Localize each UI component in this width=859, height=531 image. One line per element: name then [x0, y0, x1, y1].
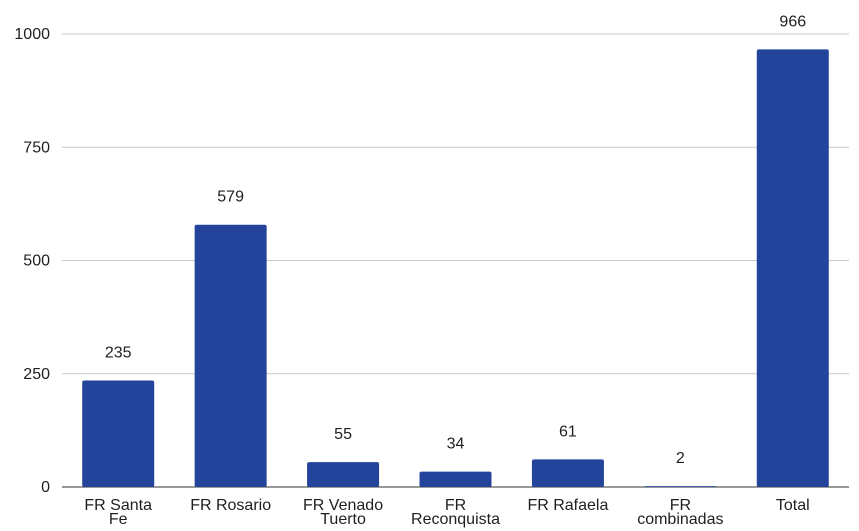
bars: [82, 49, 829, 487]
x-category-label-line: FR: [445, 497, 466, 514]
x-category-label-line: FR Venado: [303, 497, 383, 514]
y-tick-label: 250: [23, 366, 50, 383]
x-category-label-line: combinadas: [637, 511, 723, 528]
x-category-label: FR Rafaela: [527, 497, 608, 514]
data-label: 235: [105, 345, 132, 362]
data-label: 55: [334, 426, 352, 443]
bar[interactable]: [419, 471, 492, 487]
bar[interactable]: [82, 380, 155, 487]
data-label: 579: [217, 189, 244, 206]
data-labels: 235 579 55 34 61 2 966: [105, 13, 806, 467]
x-category-label-line: Total: [776, 497, 810, 514]
x-category-label-line: Tuerto: [320, 511, 366, 528]
x-category-label: FR Santa Fe: [84, 497, 152, 528]
data-label: 2: [676, 450, 685, 467]
x-category-label: FR Rosario: [190, 497, 271, 514]
bar[interactable]: [307, 462, 380, 487]
bar[interactable]: [756, 49, 829, 487]
y-axis-tick-labels: 0 250 500 750 1000: [14, 26, 50, 496]
data-label: 966: [779, 13, 806, 30]
y-tick-label: 750: [23, 139, 50, 156]
x-category-label-line: Fe: [109, 511, 128, 528]
y-tick-label: 1000: [14, 26, 50, 43]
x-category-label: FR Venado Tuerto: [303, 497, 383, 528]
x-category-label-line: FR Santa: [84, 497, 152, 514]
x-category-label-line: Reconquista: [411, 511, 500, 528]
x-category-label-line: FR: [670, 497, 691, 514]
bar[interactable]: [531, 459, 604, 487]
bar[interactable]: [194, 224, 267, 487]
gridlines: [62, 33, 849, 488]
x-category-label: Total: [776, 497, 810, 514]
x-category-label-line: FR Rafaela: [527, 497, 608, 514]
data-label: 61: [559, 423, 577, 440]
x-category-label-line: FR Rosario: [190, 497, 271, 514]
data-label: 34: [447, 436, 465, 453]
x-category-label: FR combinadas: [637, 497, 723, 528]
x-category-label: FR Reconquista: [411, 497, 500, 528]
y-tick-label: 0: [41, 479, 50, 496]
bar[interactable]: [644, 486, 717, 487]
y-tick-label: 500: [23, 253, 50, 270]
